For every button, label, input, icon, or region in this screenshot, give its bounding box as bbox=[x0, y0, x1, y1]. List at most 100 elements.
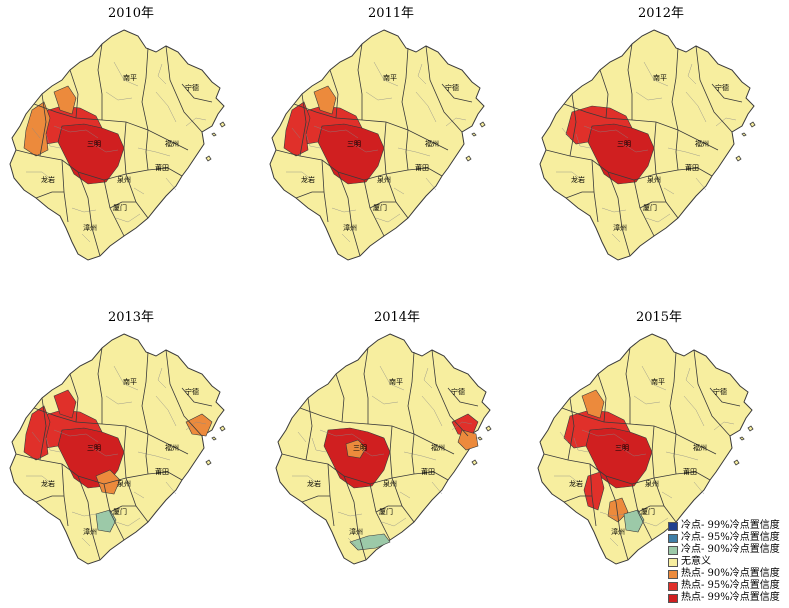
island bbox=[477, 436, 483, 441]
city-label: 泉州 bbox=[383, 479, 397, 488]
legend-swatch bbox=[668, 521, 678, 531]
map-panel-2015: 2015年 南平 宁德 三明 福州 龙岩 泉州 莆田 厦门 漳州 bbox=[528, 306, 789, 596]
district-border bbox=[633, 395, 661, 405]
district-border bbox=[556, 171, 583, 181]
district-border bbox=[423, 367, 433, 389]
city-border bbox=[335, 373, 345, 423]
district-border bbox=[313, 125, 359, 139]
city-border bbox=[77, 475, 101, 561]
city-label: 南平 bbox=[651, 377, 665, 386]
island bbox=[219, 121, 226, 128]
city-label: 漳州 bbox=[613, 223, 627, 232]
island bbox=[741, 132, 747, 137]
district-border bbox=[133, 187, 145, 195]
district-border bbox=[695, 177, 707, 191]
district-border bbox=[297, 431, 307, 443]
city-border bbox=[639, 201, 666, 209]
district-border bbox=[113, 365, 139, 391]
city-label: 龙岩 bbox=[307, 479, 321, 488]
district-border bbox=[619, 141, 649, 153]
district-border bbox=[693, 481, 705, 495]
district-border bbox=[713, 421, 735, 431]
district-border bbox=[81, 233, 91, 243]
hotspot-region-sanming-south bbox=[95, 469, 121, 495]
city-label: 三明 bbox=[353, 444, 367, 452]
city-border bbox=[651, 425, 655, 479]
legend-swatch bbox=[668, 533, 678, 543]
city-border bbox=[145, 433, 149, 475]
map-title: 2010年 bbox=[107, 6, 155, 21]
city-border bbox=[181, 83, 213, 103]
city-label: 福州 bbox=[431, 443, 445, 452]
city-border bbox=[145, 129, 149, 171]
legend-item: 热点- 90%冷点置信度 bbox=[668, 568, 789, 580]
district-border bbox=[581, 429, 627, 443]
district-border bbox=[26, 171, 53, 181]
city-border bbox=[123, 425, 127, 479]
hotspot-region-nw-east bbox=[53, 389, 77, 419]
district-border bbox=[415, 91, 437, 123]
city-border bbox=[165, 45, 203, 133]
city-border bbox=[299, 407, 455, 455]
city-label: 莆田 bbox=[155, 467, 169, 476]
city-border bbox=[607, 171, 631, 257]
city-label: 三明 bbox=[87, 140, 101, 148]
district-border bbox=[185, 421, 207, 431]
city-label: 宁德 bbox=[713, 387, 727, 396]
district-border bbox=[157, 63, 167, 85]
city-border bbox=[625, 347, 631, 424]
district-border bbox=[81, 537, 91, 547]
map-panel-2011: 2011年 南平 宁德 三明 福州 龙岩 泉州 莆田 厦门 漳州 bbox=[260, 2, 522, 292]
city-border bbox=[425, 45, 463, 133]
legend-swatch bbox=[668, 569, 678, 579]
district-border bbox=[685, 367, 695, 389]
legend-item: 热点- 95%冷点置信度 bbox=[668, 580, 789, 592]
district-border bbox=[554, 475, 581, 485]
district-border bbox=[337, 511, 363, 517]
district-border bbox=[683, 395, 705, 427]
city-label: 福州 bbox=[165, 139, 179, 148]
legend-label: 无意义 bbox=[681, 556, 711, 567]
district-border bbox=[661, 491, 673, 499]
city-border bbox=[693, 349, 731, 437]
city-label: 泉州 bbox=[117, 479, 131, 488]
district-border bbox=[445, 117, 467, 127]
district-border bbox=[617, 445, 647, 457]
district-border bbox=[641, 365, 667, 391]
district-border bbox=[165, 481, 177, 495]
city-border bbox=[447, 387, 479, 407]
district-border bbox=[393, 187, 405, 195]
city-label: 厦门 bbox=[379, 507, 393, 516]
city-border bbox=[299, 93, 307, 157]
district-border bbox=[137, 451, 171, 461]
city-label: 福州 bbox=[693, 443, 707, 452]
city-border bbox=[77, 171, 101, 257]
island bbox=[471, 459, 478, 466]
hotspot-region-ningde-coast bbox=[185, 413, 213, 437]
district-border bbox=[417, 63, 427, 85]
city-label: 龙岩 bbox=[41, 175, 55, 184]
legend-item: 无意义 bbox=[668, 556, 789, 568]
legend-item: 冷点- 90%冷点置信度 bbox=[668, 544, 789, 556]
city-border bbox=[669, 351, 677, 435]
district-border bbox=[53, 429, 99, 443]
legend-label: 热点- 95%冷点置信度 bbox=[681, 580, 780, 591]
district-border bbox=[559, 431, 569, 443]
city-label: 三明 bbox=[617, 140, 631, 148]
district-border bbox=[379, 365, 405, 391]
city-label: 龙岩 bbox=[569, 479, 583, 488]
city-border bbox=[35, 191, 64, 199]
district-border bbox=[431, 481, 443, 495]
city-border bbox=[181, 387, 213, 407]
city-border bbox=[69, 69, 79, 119]
city-label: 漳州 bbox=[343, 223, 357, 232]
city-border bbox=[389, 425, 393, 479]
district-border bbox=[609, 537, 619, 547]
legend-swatch bbox=[668, 545, 678, 555]
city-border bbox=[369, 201, 396, 209]
city-border bbox=[567, 397, 575, 461]
city-border bbox=[337, 171, 361, 257]
city-border bbox=[711, 83, 743, 103]
district-border bbox=[292, 475, 319, 485]
